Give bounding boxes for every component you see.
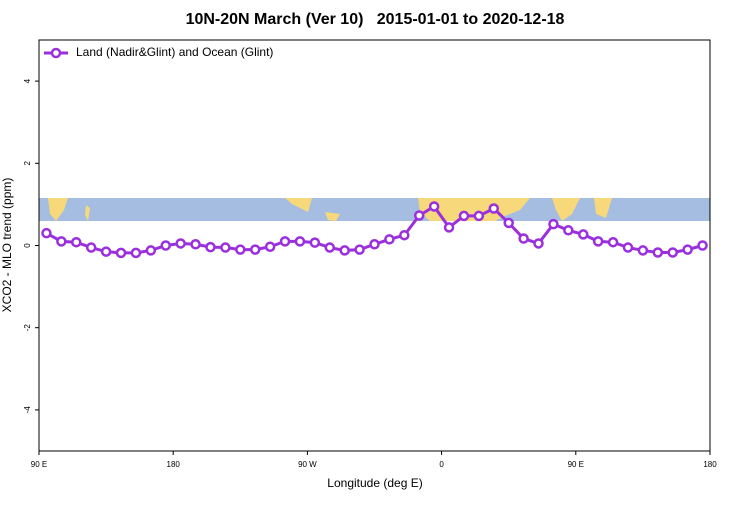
data-point — [458, 210, 470, 222]
x-axis-label: Longitude (deg E) — [327, 476, 422, 490]
y-axis-label: XCO2 - MLO trend (ppm) — [0, 178, 14, 313]
legend-label: Land (Nadir&Glint) and Ocean (Glint) — [76, 45, 273, 59]
legend-marker — [50, 47, 62, 59]
y-tick-label: 4 — [23, 78, 32, 83]
data-point — [71, 236, 82, 248]
x-tick-label: 180 — [703, 460, 717, 469]
data-point — [309, 237, 321, 248]
x-tick-label: 0 — [439, 460, 444, 469]
data-point — [682, 244, 693, 255]
x-tick-label: 90 W — [298, 460, 317, 469]
data-point — [249, 244, 261, 255]
data-point — [697, 240, 708, 251]
data-point — [279, 236, 291, 247]
data-point — [339, 245, 350, 256]
y-tick-label: 2 — [23, 161, 32, 166]
data-point — [115, 247, 127, 259]
data-point — [578, 229, 589, 240]
data-point — [503, 217, 514, 229]
data-point — [607, 236, 619, 248]
data-point — [563, 225, 574, 236]
data-point — [56, 236, 67, 247]
data-point — [235, 244, 246, 255]
data-point — [369, 239, 380, 250]
data-point — [220, 242, 231, 253]
data-point — [548, 218, 559, 230]
data-point — [428, 201, 440, 212]
data-point — [652, 247, 664, 258]
data-point — [622, 242, 634, 253]
map-strip — [39, 198, 710, 221]
data-point — [160, 240, 171, 251]
x-tick-label: 90 E — [31, 460, 47, 469]
y-tick-label: -2 — [23, 324, 32, 332]
y-tick-label: -4 — [23, 406, 32, 414]
data-point — [533, 238, 544, 249]
x-tick-label: 90 E — [568, 460, 584, 469]
data-point — [473, 210, 485, 222]
data-point — [264, 241, 276, 252]
data-point — [85, 242, 97, 253]
data-point — [294, 236, 306, 247]
data-point — [399, 229, 410, 241]
data-point — [413, 210, 425, 221]
data-point — [41, 227, 52, 239]
data-point — [592, 236, 604, 247]
data-point — [205, 241, 216, 253]
x-tick-label: 180 — [167, 460, 181, 469]
data-point — [637, 245, 649, 256]
data-point — [145, 245, 157, 256]
data-point — [384, 234, 395, 245]
data-point — [100, 246, 112, 257]
data-point — [130, 247, 142, 259]
data-point — [324, 242, 336, 253]
data-point — [443, 222, 455, 233]
chart-title: 10N-20N March (Ver 10) 2015-01-01 to 202… — [186, 11, 565, 28]
y-tick-label: 0 — [23, 243, 32, 248]
data-point — [190, 239, 201, 250]
data-point — [175, 238, 186, 249]
data-point — [667, 247, 678, 258]
data-point — [488, 203, 500, 214]
data-point — [518, 233, 529, 244]
data-point — [354, 244, 365, 255]
